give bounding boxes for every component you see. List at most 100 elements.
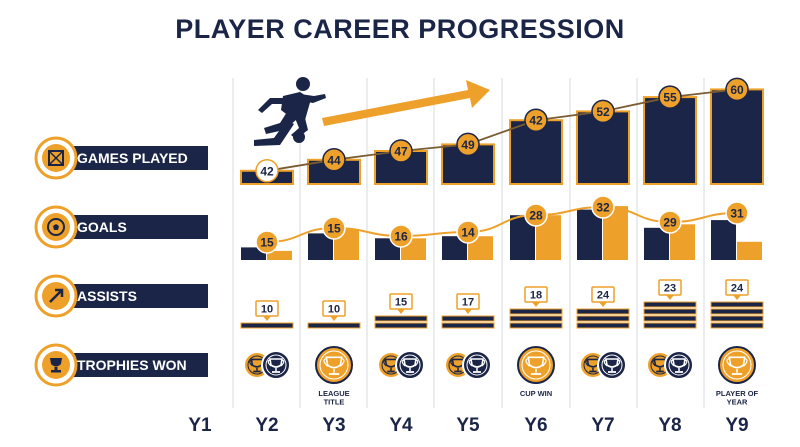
goals-value-marker bbox=[255, 230, 279, 254]
trophies-series: LEAGUE TITLE CUP WIN PLAYER OF YEAR bbox=[243, 346, 759, 407]
games-value-label: 52 bbox=[596, 105, 610, 119]
soccer-ball-icon bbox=[47, 218, 65, 236]
icon-part bbox=[54, 367, 58, 370]
games-value-label: 60 bbox=[730, 83, 744, 97]
square-box-icon bbox=[48, 150, 64, 166]
trophy-inner-ring bbox=[466, 354, 488, 376]
goals-value-label: 29 bbox=[663, 216, 677, 230]
trophy-cup-icon bbox=[527, 356, 545, 369]
goals-bar-navy-Y9 bbox=[711, 220, 736, 260]
assists-value-label: 10 bbox=[328, 304, 340, 316]
trophy-note-line: LEAGUE bbox=[318, 389, 349, 398]
goals-value-label: 31 bbox=[730, 207, 744, 221]
trophy-handle bbox=[616, 359, 621, 367]
assists-value-pointer bbox=[464, 309, 472, 314]
x-tick-label: Y1 bbox=[188, 415, 212, 436]
games-value-label: 55 bbox=[663, 91, 677, 105]
trophy-icon bbox=[315, 346, 353, 384]
goals-bar-orange-Y2 bbox=[267, 250, 292, 260]
trophy-icon bbox=[462, 350, 492, 380]
games-value-marker bbox=[456, 132, 480, 157]
trophy-inner-ring bbox=[399, 354, 421, 376]
goals-series: 15 15 16 14 28 32 29 31 bbox=[241, 195, 762, 260]
x-tick-label: Y3 bbox=[322, 415, 345, 436]
trophy-handle bbox=[683, 359, 688, 367]
assists-stripe bbox=[509, 308, 563, 315]
trophy-cup-icon bbox=[269, 358, 283, 368]
trophy-note-line: PLAYER OF bbox=[716, 389, 759, 398]
goals-bar-orange-Y5 bbox=[468, 236, 493, 260]
player-arm bbox=[258, 98, 286, 113]
trophy-handle bbox=[603, 359, 608, 367]
trophy-icon bbox=[664, 350, 694, 380]
row-label-trophies-won: TROPHIES WON bbox=[34, 343, 208, 387]
soccer-player-icon bbox=[254, 77, 326, 146]
assists-stripe bbox=[441, 315, 495, 322]
trophy-handle bbox=[726, 357, 731, 367]
row-label-text: TROPHIES WON bbox=[77, 357, 187, 373]
goals-value-label: 15 bbox=[260, 236, 274, 250]
games-value-marker bbox=[658, 85, 682, 109]
trophy-handle bbox=[267, 359, 272, 367]
trophy-disc bbox=[315, 346, 353, 384]
icon-part bbox=[53, 224, 59, 230]
x-tick-label: Y9 bbox=[725, 415, 748, 436]
trophy-disc bbox=[517, 346, 555, 384]
goals-value-label: 28 bbox=[529, 209, 543, 223]
assists-stripe bbox=[441, 322, 495, 329]
assists-stripe bbox=[576, 315, 630, 322]
trophy-handle bbox=[340, 357, 345, 367]
row-label-text: GAMES PLAYED bbox=[77, 150, 188, 166]
assists-value-pointer bbox=[666, 295, 674, 300]
games-value-marker bbox=[524, 108, 548, 132]
assists-value-pointer bbox=[397, 309, 405, 314]
icon-part bbox=[48, 150, 64, 166]
icon-part bbox=[48, 150, 64, 166]
goals-value-label: 32 bbox=[596, 201, 610, 215]
goals-value-marker bbox=[524, 203, 548, 227]
x-tick-label: Y2 bbox=[255, 415, 278, 436]
games-value-label: 42 bbox=[529, 114, 543, 128]
trophy-cup-icon bbox=[605, 358, 619, 368]
row-label-bar bbox=[56, 146, 208, 170]
goals-value-label: 15 bbox=[327, 222, 341, 236]
x-tick-label: Y5 bbox=[456, 415, 480, 436]
assists-value-label: 24 bbox=[597, 290, 610, 302]
icon-part bbox=[49, 289, 63, 303]
row-label-bar bbox=[56, 353, 208, 377]
games-bar-Y9 bbox=[710, 88, 764, 185]
goals-value-marker bbox=[725, 201, 749, 225]
trophy-cup-icon bbox=[470, 358, 484, 368]
trophy-handle bbox=[743, 357, 748, 367]
page-title: PLAYER CAREER PROGRESSION bbox=[175, 14, 625, 44]
icon-part bbox=[47, 218, 65, 236]
row-label-text: ASSISTS bbox=[77, 288, 137, 304]
trophy-note: PLAYER OF YEAR bbox=[716, 389, 759, 407]
trophy-icon bbox=[261, 350, 291, 380]
row-label-bar bbox=[56, 284, 208, 308]
assists-stripe bbox=[240, 322, 294, 329]
assists-value-label: 24 bbox=[731, 283, 744, 295]
games-value-marker bbox=[389, 139, 413, 163]
assists-stripe bbox=[374, 315, 428, 322]
games-value-label: 47 bbox=[394, 145, 408, 159]
trophy-handle bbox=[450, 359, 454, 367]
x-axis: Y1 Y2 Y3 Y4 Y5 Y6 Y7 Y8 Y9 bbox=[188, 415, 748, 436]
trophy-inner-ring bbox=[521, 350, 551, 380]
trophy-handle bbox=[468, 359, 473, 367]
trophy-handle bbox=[525, 357, 530, 367]
player-leg bbox=[254, 120, 294, 146]
assists-stripe bbox=[710, 315, 764, 322]
assists-stripe bbox=[643, 308, 697, 315]
trophy-inner-ring bbox=[601, 354, 623, 376]
x-tick-label: Y6 bbox=[524, 415, 547, 436]
games-value-marker bbox=[255, 159, 279, 183]
goals-value-marker bbox=[658, 210, 682, 234]
trophy-cup-icon bbox=[728, 356, 746, 369]
goals-value-label: 14 bbox=[461, 226, 475, 240]
trophy-note: CUP WIN bbox=[520, 389, 552, 398]
trophy-inner-ring bbox=[265, 354, 287, 376]
games-bar-Y8 bbox=[643, 96, 697, 185]
assists-stripe bbox=[710, 301, 764, 308]
